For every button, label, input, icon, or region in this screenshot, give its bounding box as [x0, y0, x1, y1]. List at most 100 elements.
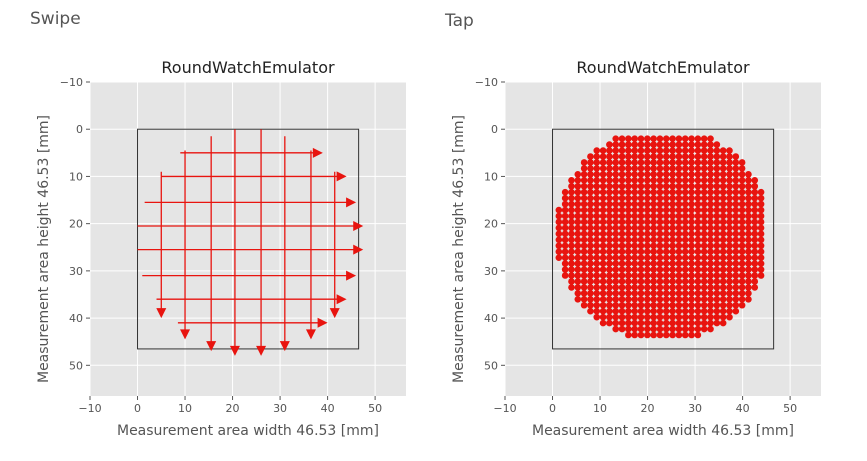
- tap-point: [637, 319, 645, 327]
- x-tick-label: 10: [593, 402, 607, 415]
- tap-point: [681, 236, 689, 244]
- tap-point: [650, 290, 657, 297]
- tap-point: [738, 159, 746, 166]
- tap-point: [580, 171, 588, 178]
- tap-point: [745, 218, 752, 226]
- tap-point: [707, 159, 714, 166]
- tap-point: [625, 307, 632, 315]
- tap-point: [593, 153, 601, 160]
- tap-point: [700, 242, 708, 250]
- tap-point: [650, 278, 657, 285]
- tap-point: [662, 165, 670, 172]
- tap-point: [675, 284, 683, 291]
- tap-point: [612, 159, 620, 166]
- tap-point: [681, 242, 689, 250]
- tap-point: [637, 206, 645, 214]
- tap-point: [738, 260, 746, 267]
- tap-point: [669, 295, 676, 303]
- tap-point: [726, 206, 733, 214]
- tap-point: [580, 278, 588, 285]
- y-tick-label: 30: [484, 265, 498, 278]
- tap-point: [707, 200, 714, 208]
- tap-point: [669, 194, 676, 202]
- tap-point: [625, 159, 632, 166]
- tap-point: [662, 188, 670, 196]
- tap-point: [618, 141, 626, 148]
- tap-point: [694, 236, 702, 244]
- tap-point: [650, 224, 657, 232]
- tap-point: [656, 248, 664, 256]
- tap-point: [669, 266, 676, 273]
- tap-point: [669, 159, 676, 166]
- swipe-arrowhead-down: [305, 329, 316, 340]
- tap-point: [612, 224, 620, 232]
- tap-point: [606, 159, 613, 166]
- y-axis-label: Measurement area height 46.53 [mm]: [36, 115, 52, 383]
- tap-point: [599, 290, 607, 297]
- tap-point: [580, 182, 588, 190]
- tap-point: [625, 194, 632, 202]
- tap-point: [580, 284, 588, 291]
- tap-point: [574, 278, 582, 285]
- tap-point: [631, 224, 638, 232]
- tap-point: [738, 188, 746, 196]
- tap-point: [587, 165, 594, 172]
- tap-point: [757, 194, 765, 202]
- tap-point: [606, 236, 613, 244]
- tap-point: [625, 141, 632, 148]
- tap-point: [662, 147, 670, 154]
- y-tick-label: 40: [69, 312, 83, 325]
- tap-point: [625, 319, 632, 327]
- tap-point: [599, 236, 607, 244]
- tap-point: [656, 194, 664, 202]
- tap-point: [694, 325, 702, 333]
- tap-point: [669, 272, 676, 279]
- tap-point: [561, 254, 569, 261]
- tap-point: [593, 301, 601, 309]
- tap-point: [618, 171, 626, 178]
- tap-point: [738, 295, 746, 303]
- tap-point: [593, 290, 601, 297]
- tap-point: [662, 278, 670, 285]
- tap-point: [726, 177, 733, 184]
- tap-point: [738, 278, 746, 285]
- tap-point: [732, 212, 740, 220]
- tap-point: [662, 266, 670, 273]
- tap-point: [669, 284, 676, 291]
- x-tick-label: 0: [134, 402, 141, 415]
- tap-point: [580, 248, 588, 256]
- tap-point: [599, 159, 607, 166]
- tap-point: [726, 165, 733, 172]
- tap-point: [726, 212, 733, 220]
- tap-point: [719, 242, 727, 250]
- tap-point: [587, 301, 594, 309]
- tap-point: [688, 230, 695, 238]
- tap-point: [700, 200, 708, 208]
- tap-point: [593, 194, 601, 202]
- tap-point: [681, 224, 689, 232]
- tap-point: [688, 194, 695, 202]
- tap-point: [688, 165, 695, 172]
- tap-point: [713, 165, 721, 172]
- tap-point: [745, 290, 752, 297]
- tap-point: [745, 284, 752, 291]
- tap-point: [719, 260, 727, 267]
- tap-point: [650, 177, 657, 184]
- tap-point: [650, 248, 657, 256]
- tap-point: [599, 272, 607, 279]
- swipe-arrowhead-down: [206, 341, 217, 352]
- tap-point: [738, 165, 746, 172]
- tap-point: [707, 147, 714, 154]
- tap-point: [568, 254, 575, 261]
- tap-point: [631, 284, 638, 291]
- tap-point: [587, 284, 594, 291]
- tap-point: [662, 182, 670, 190]
- tap-point: [713, 278, 721, 285]
- tap-point: [694, 212, 702, 220]
- tap-point: [694, 331, 702, 339]
- tap-point: [555, 206, 563, 214]
- tap-point: [694, 194, 702, 202]
- tap-point: [681, 206, 689, 214]
- tap-point: [656, 182, 664, 190]
- tap-point: [656, 266, 664, 273]
